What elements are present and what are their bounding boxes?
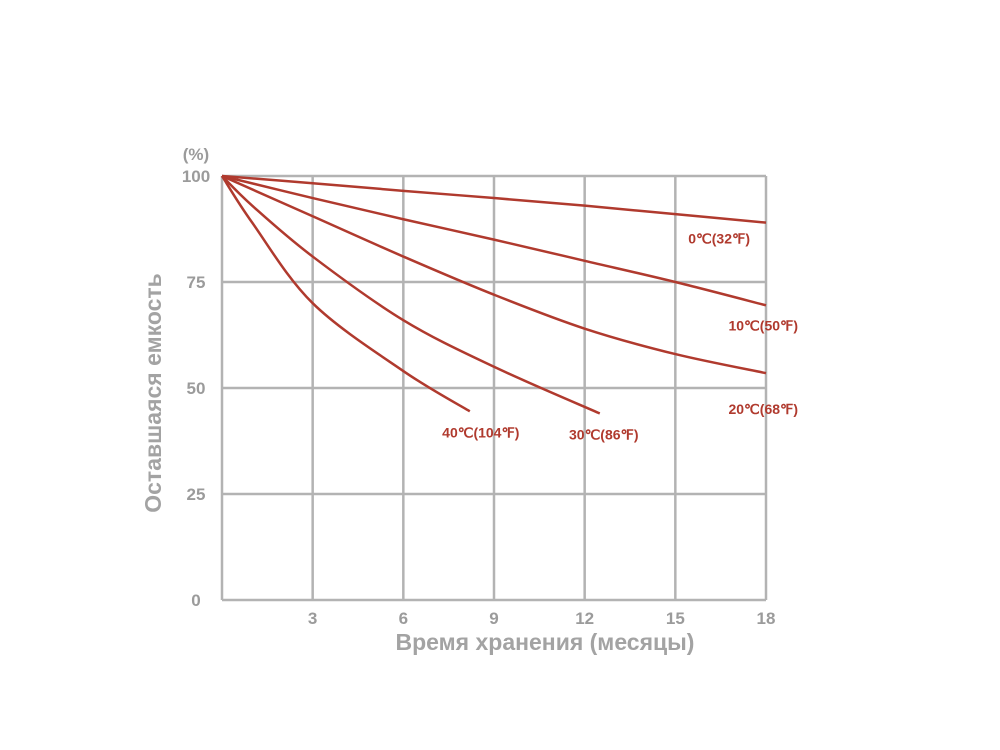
- x-tick-label: 18: [757, 609, 776, 628]
- series-line: [220, 175, 471, 413]
- series-label: 0℃(32℉): [688, 231, 750, 247]
- grid: [220, 174, 768, 602]
- y-tick-label: 75: [187, 273, 206, 292]
- series-line: [221, 174, 767, 224]
- x-tick-label: 6: [399, 609, 408, 628]
- series-label: 10℃(50℉): [728, 317, 798, 333]
- series-label: 20℃(68℉): [728, 401, 798, 417]
- x-axis-title: Время хранения (месяцы): [396, 629, 695, 655]
- series-lines: [220, 174, 767, 415]
- x-tick-label: 12: [575, 609, 594, 628]
- series-line: [221, 175, 601, 415]
- y-axis-title: Оставшаяся емкость: [140, 273, 166, 513]
- series-line: [221, 174, 767, 307]
- y-tick-label: 50: [187, 379, 206, 398]
- y-unit-label: (%): [183, 145, 209, 164]
- series-labels: 0℃(32℉) 10℃(50℉) 20℃(68℉) 30℃(86℉) 40℃(104℉): [442, 231, 798, 443]
- series-label: 40℃(104℉): [442, 424, 519, 440]
- series-line: [221, 174, 767, 375]
- x-tick-label: 9: [489, 609, 498, 628]
- y-tick-label: 25: [187, 485, 206, 504]
- x-tick-label: 3: [308, 609, 317, 628]
- y-tick-label: 100: [182, 167, 210, 186]
- tick-labels: 3 6 9 12 15 18 0 25 50 75 100: [182, 167, 776, 628]
- y-tick-label: 0: [191, 591, 200, 610]
- x-tick-label: 15: [666, 609, 685, 628]
- series-label: 30℃(86℉): [569, 426, 639, 442]
